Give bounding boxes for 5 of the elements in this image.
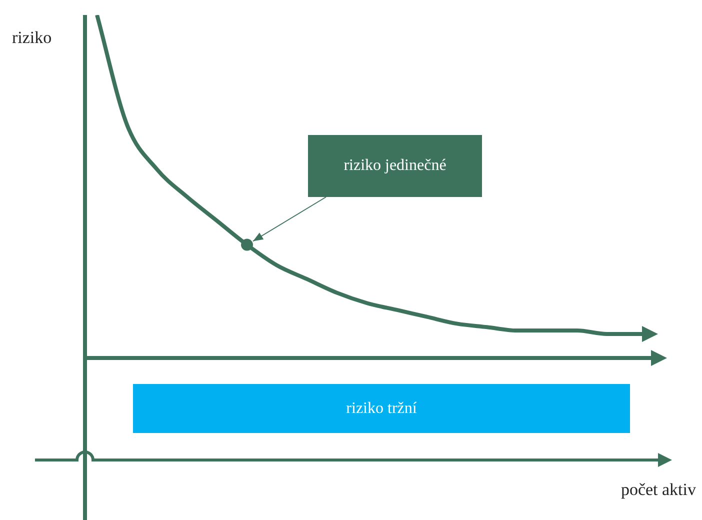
y-axis-title: riziko (12, 28, 52, 48)
annotation: riziko jedinečné (344, 157, 446, 175)
label-box: riziko jedinečné (308, 135, 482, 197)
label-box: riziko tržní (133, 384, 630, 433)
text: počet aktiv (620, 480, 696, 500)
